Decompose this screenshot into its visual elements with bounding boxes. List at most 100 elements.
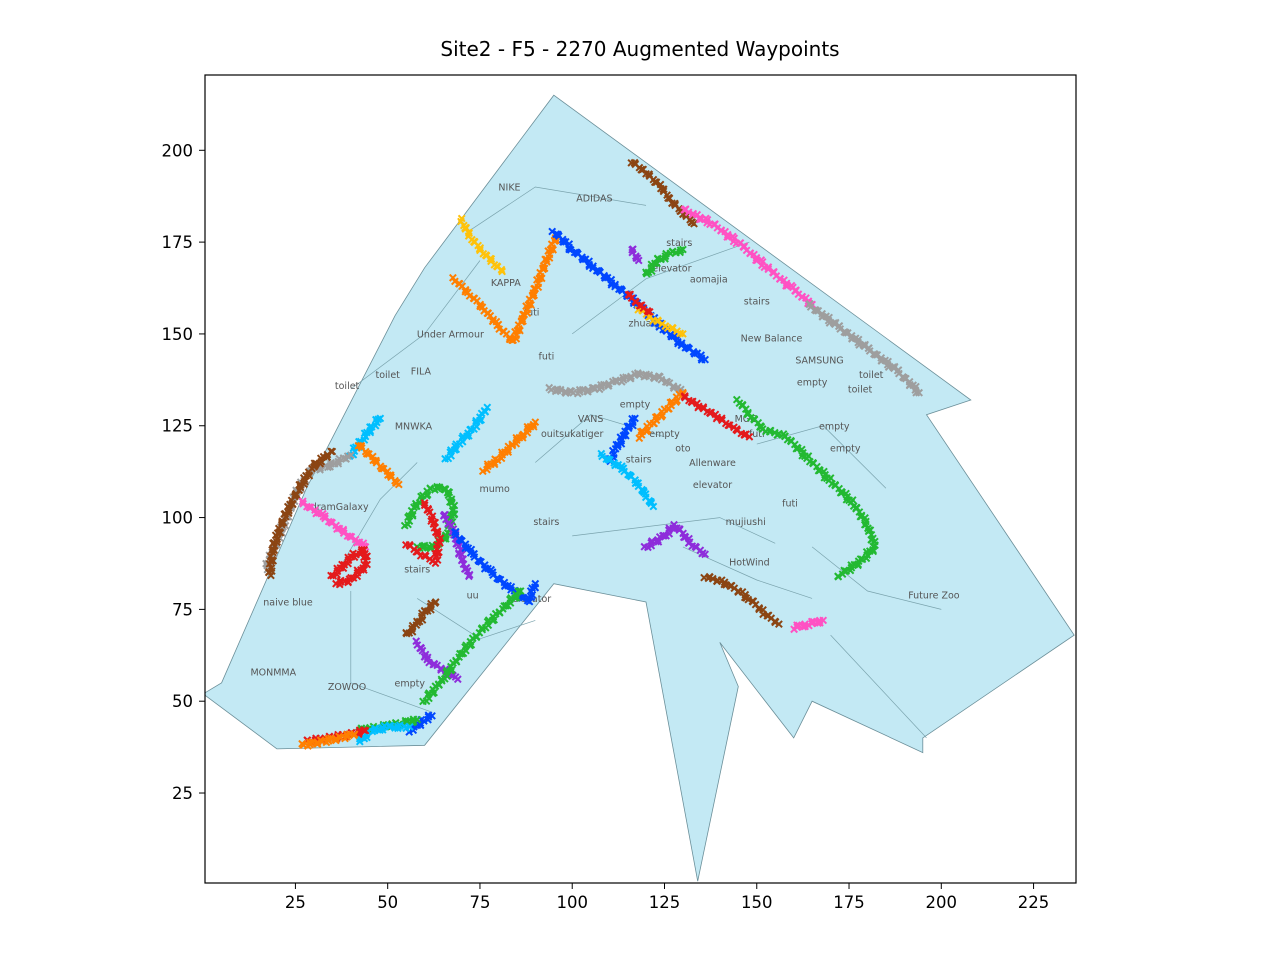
waypoint-series	[419, 587, 525, 706]
waypoint-marker	[362, 449, 371, 458]
waypoint-series	[327, 545, 372, 589]
store-label: futi	[539, 352, 555, 363]
waypoint-marker	[446, 513, 455, 522]
waypoint-marker	[346, 451, 355, 460]
waypoint-marker	[347, 532, 356, 541]
waypoint-marker	[603, 273, 612, 282]
waypoint-marker	[725, 421, 734, 430]
plot-area: NIKEADIDASstairselevatoraomajiaKAPPAstai…	[205, 94, 1075, 882]
waypoint-marker	[838, 570, 847, 579]
store-outline	[572, 517, 776, 544]
waypoint-series	[604, 414, 639, 466]
waypoint-marker	[386, 722, 395, 731]
waypoint-series	[640, 520, 710, 559]
store-label: toilet	[335, 381, 360, 392]
y-tick-label: 200	[162, 141, 194, 160]
waypoint-marker	[645, 371, 654, 379]
y-tick-label: 100	[162, 509, 194, 528]
waypoint-series	[264, 447, 337, 580]
x-tick-label: 75	[469, 893, 490, 912]
waypoint-marker	[531, 579, 540, 588]
store-label: Under Armour	[417, 330, 484, 341]
store-label: SAMSUNG	[795, 355, 843, 366]
waypoint-series	[624, 290, 654, 316]
waypoint-marker	[450, 277, 459, 286]
store-label: futi	[524, 308, 540, 319]
waypoint-marker	[306, 503, 315, 512]
store-labels: NIKEADIDASstairselevatoraomajiaKAPPAstai…	[250, 183, 959, 694]
store-label: empty	[819, 421, 850, 432]
waypoint-marker	[413, 547, 422, 556]
store-label: uu	[467, 590, 479, 601]
plot-frame	[204, 74, 1077, 884]
waypoint-marker	[266, 552, 275, 561]
store-outline	[571, 241, 750, 335]
waypoint-series	[641, 245, 687, 278]
waypoint-marker	[677, 341, 686, 350]
waypoint-marker	[670, 332, 678, 341]
chart-title: Site2 - F5 - 2270 Augmented Waypoints	[440, 37, 839, 61]
waypoint-marker	[495, 325, 504, 334]
store-label: naive blue	[263, 598, 313, 609]
store-label: stairs	[744, 297, 770, 308]
waypoint-marker	[559, 237, 567, 246]
y-tick-label: 150	[162, 325, 194, 344]
store-label: toilet	[848, 385, 873, 396]
waypoint-series	[298, 730, 359, 750]
waypoint-marker	[365, 423, 374, 431]
waypoint-marker	[652, 178, 661, 187]
store-outline	[811, 546, 942, 610]
waypoint-marker	[355, 728, 364, 737]
store-label: Future Zoo	[908, 590, 960, 601]
waypoint-marker	[516, 587, 525, 595]
waypoint-marker	[834, 572, 842, 581]
x-tick-label: 125	[649, 893, 681, 912]
store-label: toilet	[859, 370, 884, 381]
y-tick-label: 75	[172, 600, 193, 619]
store-label: stairs	[666, 238, 692, 249]
waypoint-marker	[327, 571, 335, 580]
store-label: elevator	[693, 480, 732, 491]
waypoint-marker	[353, 566, 362, 575]
waypoint-series	[355, 721, 414, 746]
waypoint-marker	[701, 355, 710, 364]
store-label: New Balance	[741, 333, 803, 344]
waypoint-marker	[678, 329, 687, 338]
waypoint-marker	[267, 564, 276, 573]
waypoint-marker	[376, 414, 385, 423]
waypoint-marker	[604, 379, 613, 388]
store-label: empty	[649, 429, 680, 440]
waypoint-marker	[476, 243, 485, 252]
store-label: Allenware	[689, 458, 736, 469]
store-label: zhuaqu	[629, 319, 664, 330]
waypoint-series	[634, 305, 687, 338]
x-tick-label: 225	[1018, 893, 1050, 912]
waypoint-series	[597, 449, 658, 511]
waypoint-marker	[650, 259, 659, 268]
waypoint-series	[345, 414, 385, 461]
waypoint-marker	[631, 414, 639, 423]
store-label: mumo	[480, 484, 511, 495]
store-label: NIKE	[498, 183, 520, 194]
waypoint-marker	[688, 397, 697, 406]
waypoint-marker	[745, 432, 754, 441]
waypoint-marker	[361, 726, 370, 735]
waypoint-marker	[649, 502, 658, 511]
waypoint-marker	[350, 730, 359, 739]
waypoint-series	[732, 395, 879, 581]
waypoint-marker	[328, 447, 337, 456]
x-tick-label: 50	[377, 893, 398, 912]
waypoint-marker	[774, 620, 783, 629]
waypoint-series	[441, 403, 492, 463]
waypoint-marker	[659, 185, 668, 194]
waypoint-series	[402, 598, 440, 638]
waypoint-marker	[584, 385, 593, 394]
waypoint-marker	[454, 541, 463, 550]
store-label: dramGalaxy	[311, 502, 369, 513]
store-label: MONMMA	[250, 668, 296, 679]
x-tick-label: 175	[833, 893, 865, 912]
waypoint-marker	[464, 572, 473, 581]
waypoint-marker	[428, 711, 436, 720]
waypoint-marker	[915, 388, 924, 397]
